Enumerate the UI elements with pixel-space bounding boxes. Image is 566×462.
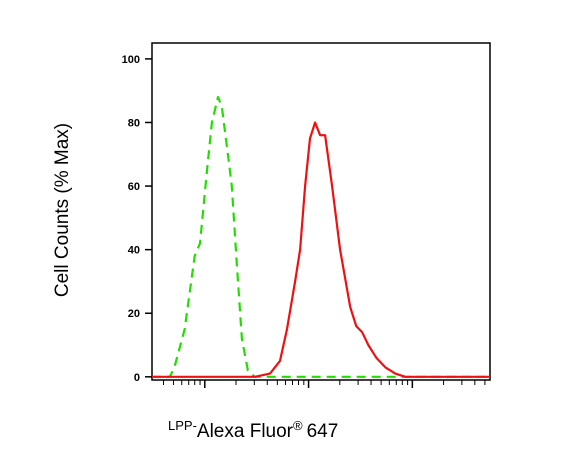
x-label-suffix: 647 bbox=[307, 421, 339, 442]
x-label-mark: ® bbox=[293, 418, 303, 433]
x-axis-label: LPP-Alexa Fluor® 647 bbox=[168, 418, 338, 442]
y-tick-label: 80 bbox=[128, 117, 140, 129]
y-tick-label: 0 bbox=[134, 372, 140, 384]
y-axis-label: Cell Counts (% Max) bbox=[52, 123, 73, 297]
y-tick-label: 40 bbox=[128, 245, 140, 257]
y-tick-label: 60 bbox=[128, 181, 140, 193]
x-label-main: Alexa Fluor bbox=[197, 421, 294, 442]
y-tick-label: 100 bbox=[122, 54, 140, 66]
histogram-line bbox=[152, 121, 490, 378]
x-label-prefix: LPP- bbox=[168, 418, 197, 433]
histogram-line bbox=[152, 95, 490, 378]
y-tick-label: 20 bbox=[128, 308, 140, 320]
plot-frame bbox=[151, 42, 491, 381]
